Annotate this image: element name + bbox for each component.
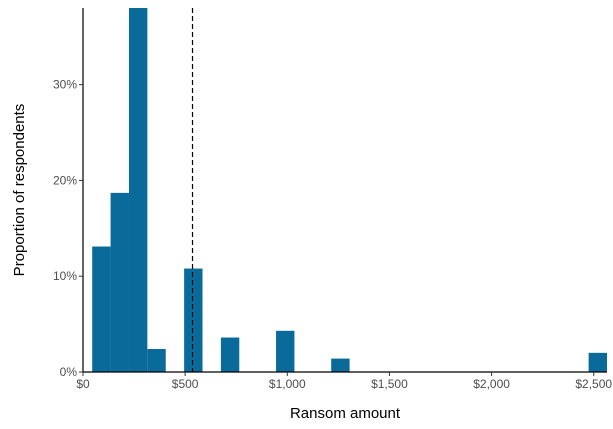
histogram-bar-6 [276,330,295,372]
x-axis-ticks: $0 $500 $1,000 $1,500 $2,000 $2,500 [76,372,612,391]
x-tick-label-0: $0 [76,377,90,391]
histogram-bar-2 [128,8,148,372]
x-tick-label-2: $1,000 [269,377,306,391]
y-axis-title: Proportion of respondents [11,104,28,277]
x-axis-title: Ransom amount [290,405,401,422]
histogram-bar-8 [588,352,607,372]
histogram-bar-1 [110,192,129,372]
histogram-bar-3 [147,349,166,372]
bars-group [92,8,607,372]
x-tick-label-1: $500 [172,377,199,391]
histogram-bar-0 [92,246,111,372]
histogram-bar-7 [331,358,350,372]
y-axis-ticks: 0% 10% 20% 30% [53,78,83,379]
y-tick-label-2: 20% [53,173,77,187]
x-tick-label-3: $1,500 [371,377,408,391]
y-tick-label-0: 0% [60,365,78,379]
y-tick-label-3: 30% [53,78,77,92]
x-tick-label-4: $2,000 [473,377,510,391]
y-tick-label-1: 10% [53,269,77,283]
x-tick-label-5: $2,500 [575,377,612,391]
histogram-bar-4 [184,268,203,372]
histogram-bar-5 [220,337,240,372]
